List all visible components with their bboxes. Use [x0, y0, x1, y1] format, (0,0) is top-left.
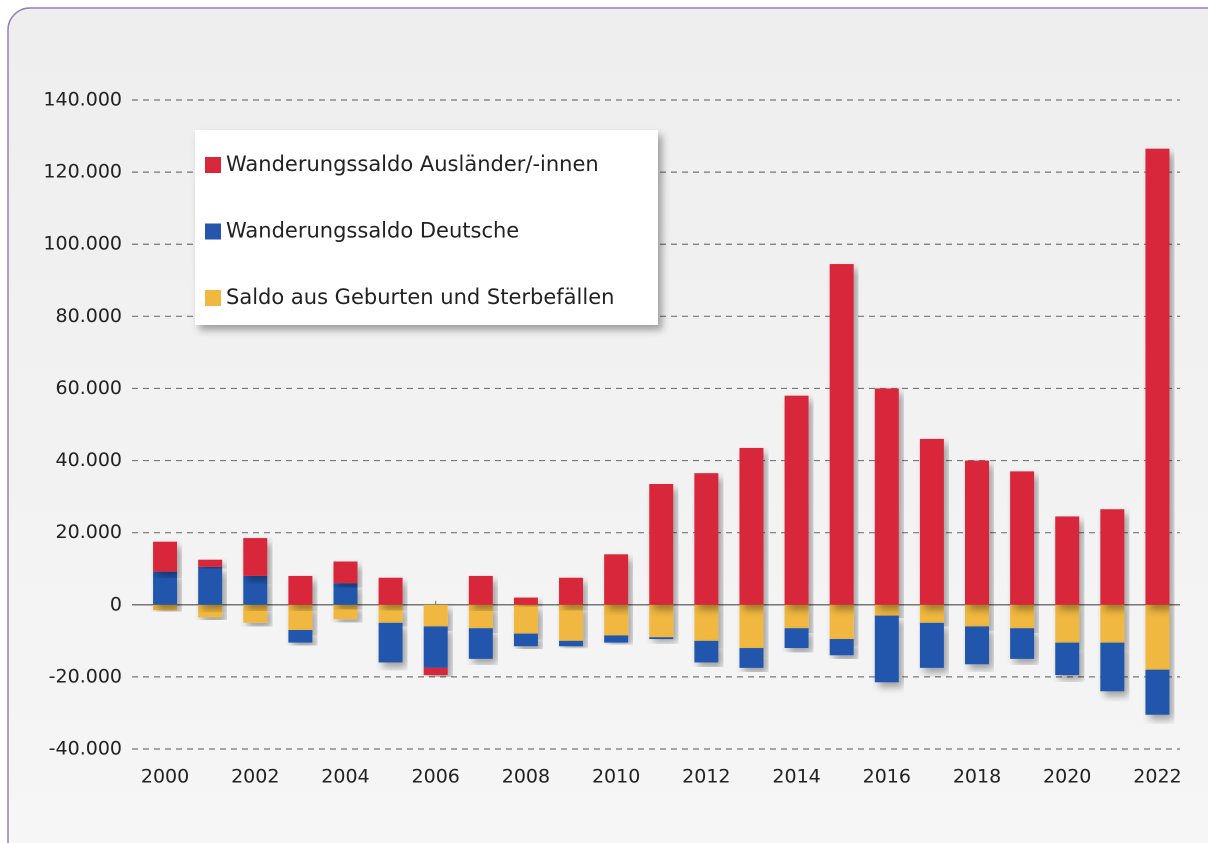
x-tick-label: 2020 [1043, 766, 1091, 788]
bar [423, 667, 448, 676]
bar [604, 635, 629, 643]
y-tick-label: 80.000 [56, 305, 122, 327]
x-tick-label: 2014 [772, 766, 820, 788]
bar [874, 604, 899, 616]
bar [333, 604, 358, 620]
bar [874, 388, 899, 605]
bar [739, 604, 764, 649]
bar [1055, 516, 1080, 605]
bar [1055, 642, 1080, 676]
bar [919, 604, 944, 623]
bar [423, 626, 448, 668]
bar [784, 604, 809, 629]
x-tick-label: 2002 [231, 766, 279, 788]
bar [1100, 509, 1125, 605]
bar [288, 604, 313, 631]
x-tick-label: 2006 [412, 766, 460, 788]
bar [874, 615, 899, 683]
bar [243, 604, 268, 623]
bar [694, 604, 719, 641]
bar [513, 604, 538, 634]
bar [513, 597, 538, 605]
bar [288, 575, 313, 605]
legend-label: Saldo aus Geburten und Sterbefällen [226, 285, 614, 309]
y-tick-label: 60.000 [56, 377, 122, 399]
bar [423, 604, 448, 627]
bar [1010, 471, 1035, 605]
legend-swatch [205, 157, 221, 173]
y-tick-label: -20.000 [49, 665, 122, 687]
bar [198, 604, 223, 618]
legend-box [195, 130, 658, 325]
bar [378, 604, 403, 623]
bar [739, 648, 764, 668]
legend-swatch [205, 223, 221, 240]
bar [1055, 604, 1080, 643]
bar [153, 604, 178, 611]
bar [198, 559, 223, 567]
bar [513, 633, 538, 647]
bar [378, 622, 403, 663]
bar [153, 571, 178, 605]
y-tick-label: 120.000 [43, 161, 122, 183]
bar [198, 566, 223, 605]
bar [739, 447, 764, 605]
y-tick-label: 40.000 [56, 449, 122, 471]
bar [965, 604, 990, 627]
bar [829, 264, 854, 605]
x-tick-label: 2008 [502, 766, 550, 788]
bar [1145, 669, 1170, 715]
bar [468, 575, 493, 605]
bar [243, 575, 268, 605]
x-tick-label: 2000 [141, 766, 189, 788]
bar [694, 640, 719, 663]
bar [559, 577, 584, 605]
x-tick-label: 2010 [592, 766, 640, 788]
bar [784, 395, 809, 605]
bar [1145, 604, 1170, 670]
bar [559, 604, 584, 641]
bar [1145, 148, 1170, 605]
bar [694, 473, 719, 605]
bar [604, 554, 629, 605]
bar [559, 640, 584, 647]
bar [378, 577, 403, 605]
bar [784, 628, 809, 649]
y-tick-label: 20.000 [56, 521, 122, 543]
bar [243, 538, 268, 576]
x-tick-label: 2018 [953, 766, 1001, 788]
bar [829, 639, 854, 656]
bar [1010, 628, 1035, 659]
x-tick-label: 2016 [863, 766, 911, 788]
bar [649, 483, 674, 605]
y-tick-label: 100.000 [43, 233, 122, 255]
legend-swatch [205, 290, 221, 306]
bar [919, 622, 944, 668]
legend-label: Wanderungssaldo Ausländer/-innen [226, 152, 599, 176]
bar [1100, 642, 1125, 692]
bar [649, 637, 674, 640]
bar [468, 604, 493, 629]
x-tick-label: 2012 [682, 766, 730, 788]
bar [604, 604, 629, 636]
bar [965, 626, 990, 665]
y-tick-label: 140.000 [43, 89, 122, 111]
x-tick-label: 2022 [1133, 766, 1181, 788]
bar [468, 628, 493, 659]
legend-label: Wanderungssaldo Deutsche [226, 219, 519, 243]
bar [829, 604, 854, 640]
y-tick-label: 0 [110, 593, 122, 615]
bar [965, 460, 990, 605]
bar [1100, 604, 1125, 643]
bar [153, 541, 178, 572]
bar [1010, 604, 1035, 629]
bar [919, 438, 944, 605]
bar [288, 630, 313, 643]
bar [649, 604, 674, 638]
bar [333, 561, 358, 584]
x-tick-label: 2004 [321, 766, 369, 788]
y-tick-label: -40.000 [49, 738, 122, 760]
bar [333, 583, 358, 605]
